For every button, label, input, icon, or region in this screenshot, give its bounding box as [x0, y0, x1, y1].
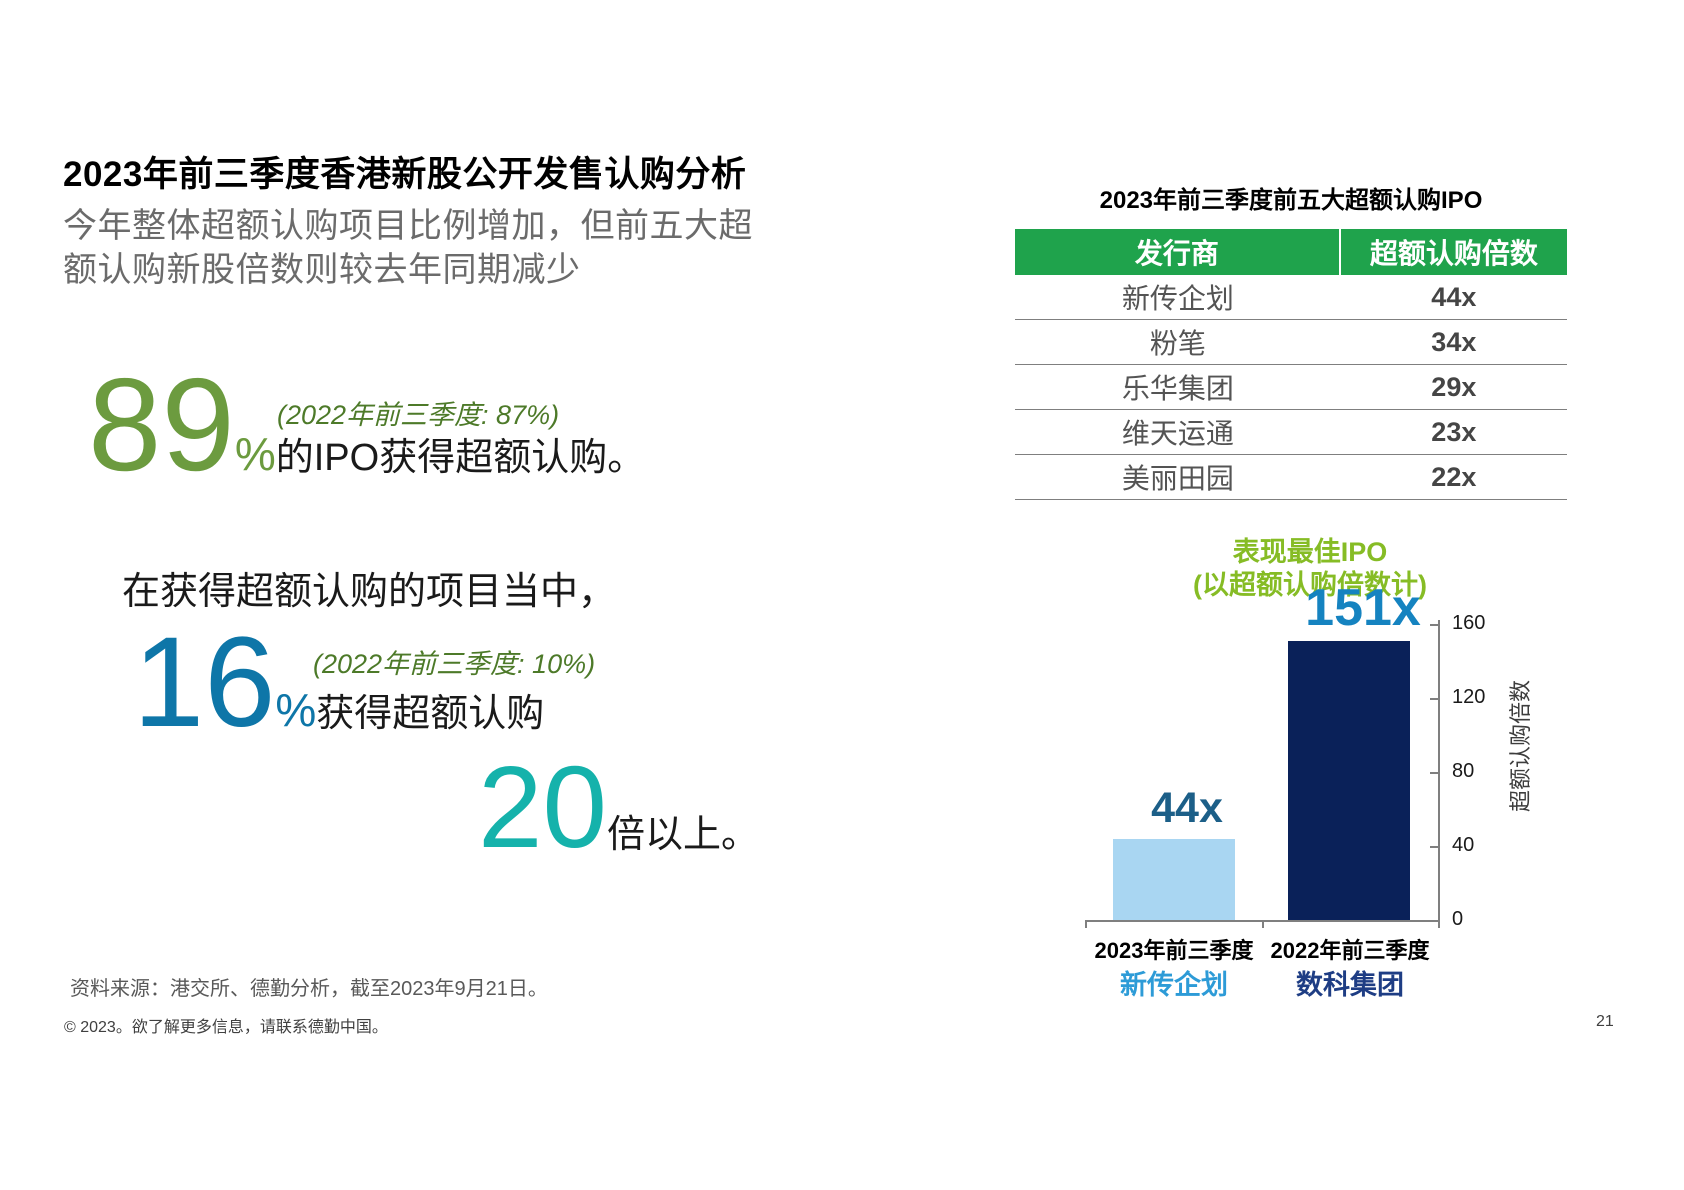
source-note: 资料来源：港交所、德勤分析，截至2023年9月21日。	[70, 978, 548, 1000]
page-subtitle-line1: 今年整体超额认购项目比例增加，但前五大超	[63, 207, 753, 245]
y-tick-label: 0	[1452, 908, 1464, 930]
stat-20x-threshold: 20 倍以上。	[478, 742, 760, 872]
subscription-multiple: 44x	[1431, 281, 1477, 312]
stat-annotation-2022-10: (2022年前三季度: 10%)	[313, 649, 596, 679]
table-title: 2023年前三季度前五大超额认购IPO	[1099, 187, 1483, 214]
stat-description: 倍以上。	[607, 814, 760, 856]
page-title: 2023年前三季度香港新股公开发售认购分析	[63, 155, 747, 194]
stat-value-20: 20	[478, 742, 608, 872]
x-tick	[1085, 920, 1087, 928]
stat-over-20x-pct: 16% 获得超额认购	[133, 611, 545, 754]
bar-value-label-44x: 44x	[1151, 784, 1223, 832]
y-tick-label: 160	[1452, 612, 1486, 634]
stat-description: 的IPO获得超额认购。	[275, 437, 646, 479]
table-header-multiple: 超额认购倍数	[1340, 229, 1567, 275]
table-row: 新传企划 44x	[1015, 275, 1567, 320]
page-subtitle-line2: 额认购新股倍数则较去年同期减少	[63, 250, 581, 289]
issuer-name: 美丽田园	[1121, 463, 1234, 494]
bar-2022	[1288, 641, 1410, 920]
table-row: 维天运通 23x	[1015, 410, 1567, 455]
x-category-2022: 2022年前三季度	[1270, 938, 1430, 963]
stat-value-16: 16	[133, 611, 276, 754]
page-number: 21	[1596, 1013, 1614, 1030]
issuer-name: 维天运通	[1121, 418, 1234, 449]
y-tick	[1430, 772, 1439, 774]
table-row: 乐华集团 29x	[1015, 365, 1567, 410]
issuer-name: 粉笔	[1149, 328, 1206, 359]
stat-description: 获得超额认购	[316, 693, 545, 735]
y-axis-title: 超额认购倍数	[1508, 680, 1533, 813]
x-company-2023: 新传企划	[1120, 970, 1228, 1000]
subscription-multiple: 23x	[1431, 416, 1477, 447]
stat-percent-sign: %	[234, 428, 276, 480]
top5-ipo-table: 2023年前三季度前五大超额认购IPO 发行商 超额认购倍数 新传企划 44x …	[1015, 180, 1567, 500]
y-tick	[1430, 698, 1439, 700]
subscription-multiple: 29x	[1431, 371, 1477, 402]
stat-oversubscribed-pct: 89% 的IPO获得超额认购。	[88, 351, 646, 498]
x-tick	[1262, 920, 1264, 928]
y-tick-label: 40	[1452, 834, 1475, 856]
y-axis-line	[1438, 620, 1440, 922]
issuer-name: 新传企划	[1121, 283, 1234, 314]
table-header-issuer: 发行商	[1015, 229, 1341, 275]
x-tick	[1438, 920, 1440, 928]
chart-title: 表现最佳IPO	[1232, 537, 1388, 567]
bar-2023	[1113, 839, 1235, 920]
page-subtitle: 今年整体超额认购项目比例增加，但前五大超 额认购新股倍数则较去年同期减少	[63, 205, 753, 292]
x-category-2023: 2023年前三季度	[1094, 938, 1254, 963]
stat-annotation-2022-87: (2022年前三季度: 87%)	[277, 400, 560, 430]
y-tick-label: 120	[1452, 686, 1486, 708]
y-tick-label: 80	[1452, 760, 1475, 782]
stat-percent-sign: %	[275, 684, 317, 736]
y-tick	[1430, 846, 1439, 848]
best-performing-ipo-chart: 表现最佳IPO (以超额认购倍数计) 151x 44x 160 120 80 4…	[1040, 525, 1660, 1035]
stat2-intro: 在获得超额认购的项目当中，	[122, 571, 617, 613]
subscription-multiple: 22x	[1431, 461, 1477, 492]
x-company-2022: 数科集团	[1296, 970, 1404, 1000]
table-row: 粉笔 34x	[1015, 320, 1567, 365]
subscription-multiple: 34x	[1431, 326, 1477, 357]
bar-value-label-151x: 151x	[1305, 579, 1421, 637]
y-tick	[1430, 624, 1439, 626]
table-header-row: 发行商 超额认购倍数	[1015, 229, 1567, 275]
chart-subtitle: (以超额认购倍数计)	[1193, 570, 1427, 600]
table-row: 美丽田园 22x	[1015, 455, 1567, 500]
stat-value-89: 89	[88, 351, 235, 498]
issuer-name: 乐华集团	[1121, 373, 1234, 404]
copyright-note: © 2023。欲了解更多信息，请联系德勤中国。	[64, 1019, 388, 1036]
